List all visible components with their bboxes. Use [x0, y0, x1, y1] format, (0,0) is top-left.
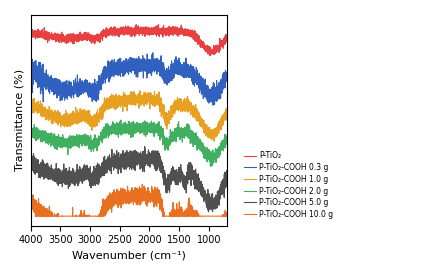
- P-TiO₂: [103, 33, 108, 37]
- P-TiO₂-COOH 1.0 g: [199, 119, 204, 122]
- P-TiO₂-COOH 10.0 g: [62, 214, 67, 218]
- P-TiO₂: [133, 23, 139, 26]
- P-TiO₂-COOH 1.0 g: [224, 113, 229, 116]
- Line: P-TiO₂-COOH 10.0 g: P-TiO₂-COOH 10.0 g: [31, 184, 227, 216]
- P-TiO₂-COOH 10.0 g: [28, 198, 33, 202]
- P-TiO₂-COOH 0.3 g: [210, 104, 216, 107]
- P-TiO₂-COOH 2.0 g: [220, 142, 226, 146]
- P-TiO₂-COOH 2.0 g: [111, 124, 117, 128]
- P-TiO₂-COOH 0.3 g: [28, 84, 33, 88]
- X-axis label: Wavenumber (cm⁻¹): Wavenumber (cm⁻¹): [72, 251, 185, 261]
- P-TiO₂-COOH 10.0 g: [220, 214, 226, 218]
- P-TiO₂-COOH 5.0 g: [224, 170, 229, 174]
- Line: P-TiO₂-COOH 5.0 g: P-TiO₂-COOH 5.0 g: [31, 147, 227, 212]
- P-TiO₂: [224, 37, 229, 41]
- P-TiO₂-COOH 10.0 g: [224, 214, 229, 218]
- P-TiO₂-COOH 2.0 g: [103, 130, 108, 133]
- P-TiO₂-COOH 0.3 g: [150, 51, 156, 54]
- P-TiO₂-COOH 1.0 g: [62, 116, 67, 119]
- P-TiO₂-COOH 5.0 g: [28, 161, 33, 165]
- P-TiO₂-COOH 0.3 g: [62, 86, 67, 90]
- P-TiO₂-COOH 1.0 g: [111, 101, 117, 104]
- P-TiO₂-COOH 0.3 g: [220, 81, 226, 84]
- P-TiO₂-COOH 5.0 g: [142, 145, 147, 148]
- P-TiO₂-COOH 10.0 g: [33, 214, 38, 218]
- P-TiO₂-COOH 5.0 g: [103, 167, 108, 170]
- P-TiO₂-COOH 5.0 g: [111, 152, 117, 155]
- P-TiO₂-COOH 1.0 g: [220, 118, 226, 121]
- Legend: P-TiO₂, P-TiO₂-COOH 0.3 g, P-TiO₂-COOH 1.0 g, P-TiO₂-COOH 2.0 g, P-TiO₂-COOH 5.0: P-TiO₂, P-TiO₂-COOH 0.3 g, P-TiO₂-COOH 1…: [241, 148, 337, 222]
- P-TiO₂-COOH 10.0 g: [51, 214, 56, 218]
- Line: P-TiO₂-COOH 2.0 g: P-TiO₂-COOH 2.0 g: [31, 120, 227, 167]
- P-TiO₂-COOH 0.3 g: [199, 81, 204, 85]
- P-TiO₂-COOH 1.0 g: [212, 140, 217, 143]
- P-TiO₂-COOH 2.0 g: [199, 145, 204, 148]
- P-TiO₂-COOH 0.3 g: [50, 88, 55, 91]
- P-TiO₂-COOH 2.0 g: [62, 142, 67, 145]
- Y-axis label: Transmittance (%): Transmittance (%): [15, 69, 25, 171]
- P-TiO₂-COOH 10.0 g: [103, 208, 108, 212]
- P-TiO₂-COOH 1.0 g: [137, 89, 143, 92]
- P-TiO₂-COOH 2.0 g: [208, 165, 213, 168]
- P-TiO₂-COOH 1.0 g: [28, 105, 33, 108]
- P-TiO₂-COOH 5.0 g: [50, 174, 55, 177]
- Line: P-TiO₂: P-TiO₂: [31, 25, 227, 56]
- P-TiO₂-COOH 5.0 g: [62, 181, 67, 184]
- P-TiO₂-COOH 10.0 g: [140, 182, 145, 186]
- P-TiO₂-COOH 10.0 g: [112, 197, 117, 200]
- P-TiO₂-COOH 2.0 g: [28, 125, 33, 128]
- P-TiO₂-COOH 5.0 g: [199, 186, 204, 190]
- P-TiO₂-COOH 10.0 g: [199, 214, 204, 218]
- P-TiO₂-COOH 5.0 g: [206, 210, 211, 214]
- P-TiO₂-COOH 1.0 g: [50, 120, 55, 123]
- P-TiO₂: [62, 40, 67, 43]
- P-TiO₂: [199, 41, 204, 45]
- P-TiO₂-COOH 2.0 g: [50, 136, 55, 139]
- P-TiO₂-COOH 5.0 g: [220, 192, 226, 195]
- P-TiO₂: [28, 30, 33, 34]
- Line: P-TiO₂-COOH 0.3 g: P-TiO₂-COOH 0.3 g: [31, 53, 227, 105]
- P-TiO₂-COOH 0.3 g: [224, 80, 229, 83]
- P-TiO₂-COOH 0.3 g: [103, 71, 108, 74]
- P-TiO₂: [50, 35, 55, 38]
- Line: P-TiO₂-COOH 1.0 g: P-TiO₂-COOH 1.0 g: [31, 91, 227, 141]
- P-TiO₂: [207, 54, 213, 57]
- P-TiO₂: [111, 30, 117, 33]
- P-TiO₂-COOH 2.0 g: [118, 118, 124, 122]
- P-TiO₂-COOH 1.0 g: [103, 106, 108, 109]
- P-TiO₂-COOH 0.3 g: [111, 58, 117, 61]
- P-TiO₂-COOH 2.0 g: [224, 137, 229, 141]
- P-TiO₂: [220, 40, 226, 43]
